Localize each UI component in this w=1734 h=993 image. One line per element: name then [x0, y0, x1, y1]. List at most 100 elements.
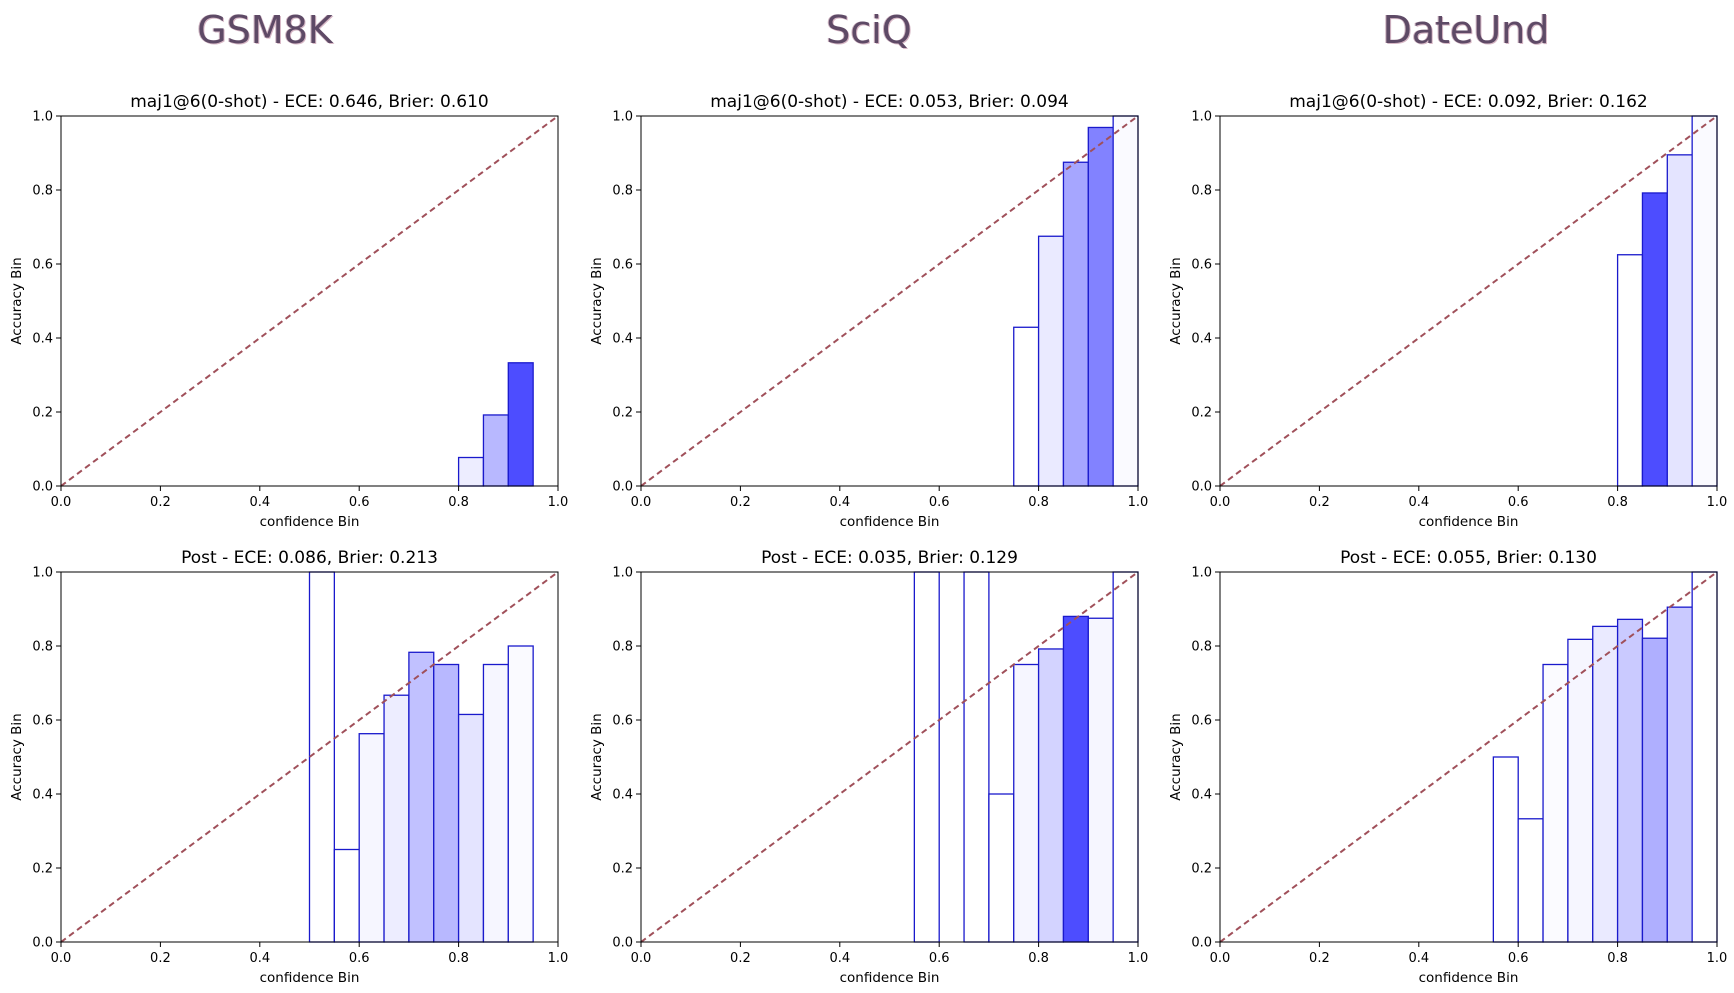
- xtick-label-gsm8k-post-1: 0.2: [150, 951, 171, 966]
- xtick-label-sciq-post-5: 1.0: [1128, 951, 1149, 966]
- ytick-label-sciq-maj-5: 1.0: [612, 110, 633, 125]
- xlabel-sciq-maj: confidence Bin: [840, 514, 940, 530]
- xtick-label-gsm8k-post-0: 0.0: [51, 951, 72, 966]
- panel-dateund-maj: 0.0 0.2 0.4 0.6 0.8 1.0 0.0 0.2 0.4 0.6 0.8 1.0 maj1…: [1168, 92, 1727, 530]
- ytick-label-sciq-post-0: 0.0: [612, 936, 633, 951]
- xtick-label-gsm8k-maj-4: 0.8: [448, 495, 469, 510]
- xlabel-gsm8k-post: confidence Bin: [260, 970, 360, 986]
- xtick-label-sciq-maj-5: 1.0: [1128, 495, 1149, 510]
- ytick-label-gsm8k-maj-1: 0.2: [32, 406, 53, 421]
- bar-sciq-post-7: [1112, 571, 1139, 943]
- bar-sciq-post-5: [1062, 615, 1089, 943]
- ytick-label-gsm8k-post-2: 0.4: [32, 788, 53, 803]
- ytick-label-dateund-post-3: 0.6: [1191, 714, 1212, 729]
- column-title-dateund: DateUnd: [1382, 8, 1550, 52]
- xtick-label-dateund-maj-1: 0.2: [1309, 495, 1330, 510]
- ytick-label-gsm8k-post-0: 0.0: [32, 936, 53, 951]
- bar-dateund-maj-0: [1616, 254, 1644, 487]
- bar-dateund-post-5: [1616, 618, 1644, 943]
- ytick-label-dateund-post-4: 0.8: [1191, 640, 1212, 655]
- xlabel-dateund-maj: confidence Bin: [1419, 514, 1519, 530]
- bar-gsm8k-post-0: [308, 571, 336, 943]
- bar-gsm8k-maj-1: [482, 414, 509, 487]
- xtick-label-gsm8k-post-2: 0.4: [249, 951, 270, 966]
- xlabel-sciq-post: confidence Bin: [840, 970, 940, 986]
- bar-gsm8k-post-7: [482, 663, 509, 943]
- bar-dateund-maj-1: [1641, 192, 1668, 487]
- bar-sciq-post-3: [1013, 663, 1040, 943]
- bar-sciq-maj-2: [1062, 161, 1089, 487]
- xtick-label-gsm8k-maj-5: 1.0: [548, 495, 569, 510]
- bar-sciq-post-0: [913, 571, 940, 943]
- axes-frame-gsm8k-post: [60, 571, 559, 943]
- ylabel-dateund-maj: Accuracy Bin: [1168, 257, 1184, 345]
- xtick-label-sciq-post-4: 0.8: [1028, 951, 1049, 966]
- xtick-label-dateund-maj-3: 0.6: [1508, 495, 1529, 510]
- ytick-label-dateund-maj-3: 0.6: [1191, 258, 1212, 273]
- bar-gsm8k-post-8: [507, 645, 534, 943]
- column-title-gsm8k: GSM8K: [197, 8, 333, 52]
- ylabel-gsm8k-maj: Accuracy Bin: [9, 257, 25, 345]
- axes-frame-dateund-maj: [1219, 115, 1718, 487]
- xtick-label-gsm8k-post-4: 0.8: [448, 951, 469, 966]
- bar-gsm8k-post-1: [333, 848, 360, 943]
- xtick-label-dateund-post-3: 0.6: [1508, 951, 1529, 966]
- ytick-label-gsm8k-maj-4: 0.8: [32, 184, 53, 199]
- panel-title-gsm8k-post: Post - ECE: 0.086, Brier: 0.213: [181, 548, 438, 568]
- xtick-label-dateund-post-5: 1.0: [1707, 951, 1728, 966]
- xtick-label-dateund-post-1: 0.2: [1309, 951, 1330, 966]
- diagonal-sciq-post: [640, 571, 1139, 943]
- xtick-label-sciq-maj-4: 0.8: [1028, 495, 1049, 510]
- ytick-label-sciq-maj-3: 0.6: [612, 258, 633, 273]
- ytick-label-dateund-maj-0: 0.0: [1191, 480, 1212, 495]
- xlabel-gsm8k-maj: confidence Bin: [260, 514, 360, 530]
- xlabel-dateund-post: confidence Bin: [1419, 970, 1519, 986]
- ytick-label-dateund-post-0: 0.0: [1191, 936, 1212, 951]
- ytick-label-dateund-post-2: 0.4: [1191, 788, 1212, 803]
- xtick-label-dateund-post-0: 0.0: [1210, 951, 1231, 966]
- xtick-label-gsm8k-post-5: 1.0: [548, 951, 569, 966]
- panel-sciq-maj: 0.0 0.2 0.4 0.6 0.8 1.0 0.0 0.2 0.4 0.6 0.8 1.0 maj1…: [589, 92, 1148, 530]
- axes-frame-sciq-post: [640, 571, 1139, 943]
- axes-frame-dateund-post: [1219, 571, 1718, 943]
- xtick-label-dateund-maj-0: 0.0: [1210, 495, 1231, 510]
- bar-dateund-post-4: [1592, 625, 1619, 943]
- bar-sciq-post-2: [988, 793, 1015, 943]
- ytick-label-gsm8k-post-1: 0.2: [32, 862, 53, 877]
- bar-dateund-post-2: [1542, 663, 1569, 943]
- bar-gsm8k-post-4: [408, 651, 435, 943]
- ytick-label-sciq-maj-2: 0.4: [612, 332, 633, 347]
- xtick-label-sciq-maj-0: 0.0: [631, 495, 652, 510]
- ytick-label-sciq-maj-0: 0.0: [612, 480, 633, 495]
- panel-title-sciq-maj: maj1@6(0-shot) - ECE: 0.053, Brier: 0.09…: [710, 92, 1068, 112]
- ytick-label-gsm8k-maj-0: 0.0: [32, 480, 53, 495]
- xtick-label-dateund-maj-4: 0.8: [1607, 495, 1628, 510]
- diagonal-gsm8k-maj: [60, 115, 559, 487]
- bar-dateund-post-1: [1517, 818, 1544, 943]
- xtick-label-gsm8k-maj-1: 0.2: [150, 495, 171, 510]
- bar-sciq-post-1: [963, 571, 990, 943]
- panel-title-dateund-maj: maj1@6(0-shot) - ECE: 0.092, Brier: 0.16…: [1289, 92, 1647, 112]
- ytick-label-sciq-maj-1: 0.2: [612, 406, 633, 421]
- panel-dateund-post: 0.0 0.2 0.4 0.6 0.8 1.0 0.0 0.2 0.4 0.6 0.8 1.0 Post…: [1168, 548, 1727, 986]
- ylabel-gsm8k-post: Accuracy Bin: [9, 713, 25, 801]
- ytick-label-dateund-maj-4: 0.8: [1191, 184, 1212, 199]
- bar-gsm8k-post-2: [358, 733, 385, 943]
- ytick-label-gsm8k-maj-5: 1.0: [32, 110, 53, 125]
- bar-dateund-maj-3: [1691, 115, 1718, 487]
- ytick-label-gsm8k-maj-3: 0.6: [32, 258, 53, 273]
- panel-gsm8k-post: 0.0 0.2 0.4 0.6 0.8 1.0 0.0 0.2 0.4 0.6 0.8 1.0 Post…: [9, 548, 568, 986]
- bar-dateund-maj-2: [1666, 154, 1693, 487]
- ytick-label-sciq-post-2: 0.4: [612, 788, 633, 803]
- ytick-label-dateund-maj-5: 1.0: [1191, 110, 1212, 125]
- axes-frame-gsm8k-maj: [60, 115, 559, 487]
- ytick-label-gsm8k-post-3: 0.6: [32, 714, 53, 729]
- xtick-label-dateund-post-2: 0.4: [1408, 951, 1429, 966]
- column-title-sciq: SciQ: [826, 8, 912, 52]
- ytick-label-dateund-post-5: 1.0: [1191, 566, 1212, 581]
- ytick-label-gsm8k-post-5: 1.0: [32, 566, 53, 581]
- bar-dateund-post-3: [1567, 638, 1594, 943]
- bar-gsm8k-post-6: [457, 713, 485, 943]
- ytick-label-gsm8k-maj-2: 0.4: [32, 332, 53, 347]
